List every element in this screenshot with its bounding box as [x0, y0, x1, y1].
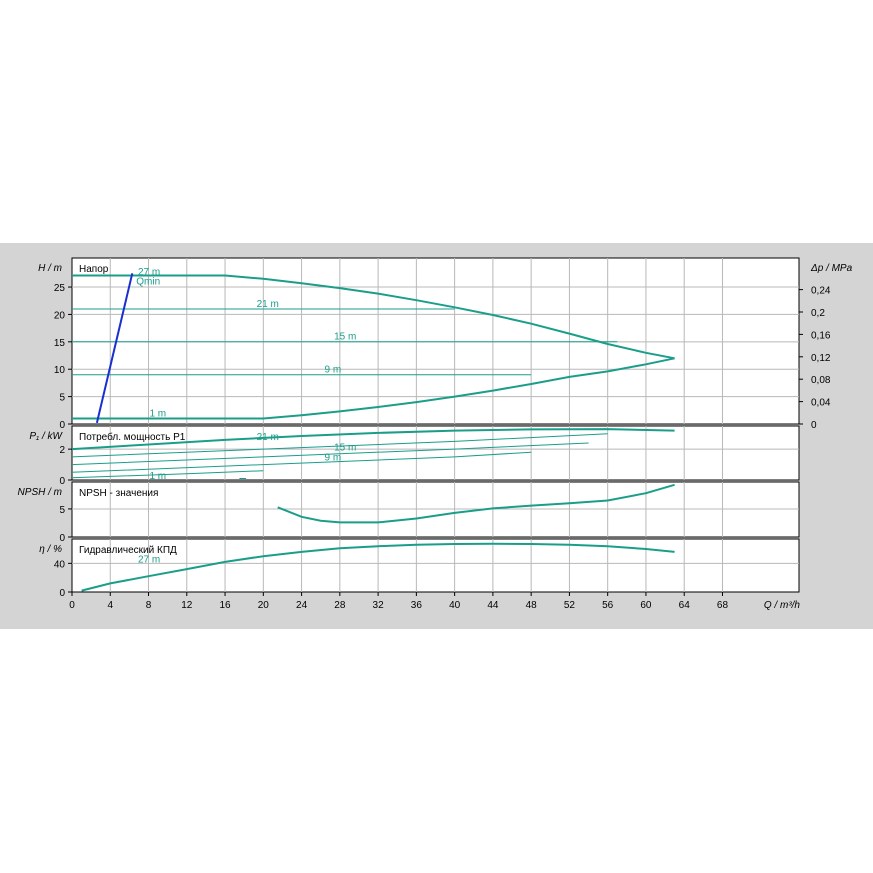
y-axis-label: P₁ / kW	[29, 431, 63, 442]
series-1-m-power	[71, 470, 264, 479]
series-9-m-power	[71, 451, 532, 473]
x-tick-label: 56	[602, 600, 614, 611]
series-label: 1 m	[149, 471, 166, 482]
x-tick-label: 16	[219, 600, 231, 611]
x-tick-label: 52	[564, 600, 576, 611]
x-tick-label: 68	[717, 600, 729, 611]
series-label: 9 m	[325, 365, 342, 376]
qmin-label: Qmin	[136, 276, 160, 287]
series-label: 27 m	[138, 555, 160, 566]
series-15-m-power	[71, 442, 589, 466]
y-right-tick-label: 0,08	[811, 375, 831, 386]
series-27-m-power	[71, 428, 675, 451]
x-axis-label: Q / m³/h	[764, 600, 801, 611]
panel-title: Напор	[79, 264, 109, 275]
panel-title: Гидравлический КПД	[79, 545, 177, 556]
series-label: 9 m	[325, 453, 342, 464]
y-tick-label: 5	[59, 393, 65, 404]
series-label: 1 m	[149, 408, 166, 419]
x-tick-label: 28	[334, 600, 346, 611]
y-tick-label: 0	[59, 588, 65, 599]
y-right-axis-label: Δp / MPa	[810, 263, 853, 274]
y-right-tick-label: 0,12	[811, 353, 831, 364]
y-tick-label: 0	[59, 533, 65, 544]
y-tick-label: 10	[54, 365, 66, 376]
x-tick-label: 60	[640, 600, 652, 611]
y-tick-label: 2	[59, 445, 65, 456]
series-label: 15 m	[334, 443, 356, 454]
series-label: 21 m	[257, 299, 279, 310]
y-tick-label: 0	[59, 420, 65, 431]
y-right-tick-label: 0,24	[811, 286, 831, 297]
y-right-tick-label: 0,16	[811, 330, 831, 341]
y-tick-label: 20	[54, 310, 66, 321]
series-npsh-npsh	[277, 483, 675, 524]
y-tick-label: 5	[59, 505, 65, 516]
panel-power	[71, 425, 800, 481]
y-right-tick-label: 0,2	[811, 308, 825, 319]
y-tick-label: 0	[59, 476, 65, 487]
y-tick-label: 25	[54, 283, 66, 294]
x-tick-label: 32	[373, 600, 385, 611]
y-axis-label: η / %	[39, 544, 62, 555]
x-tick-label: 20	[258, 600, 270, 611]
series-27-m-efficiency	[81, 542, 675, 592]
x-tick-label: 44	[487, 600, 499, 611]
series-label: 27 m	[138, 267, 160, 278]
panel-title: Потребл. мощность P1	[79, 431, 186, 443]
y-right-tick-label: 0	[811, 420, 817, 431]
series-1-m-head	[72, 357, 675, 420]
x-tick-label: 4	[107, 600, 113, 611]
panel-title: NPSH - значения	[79, 488, 158, 499]
y-right-tick-label: 0,04	[811, 398, 831, 409]
x-tick-label: 48	[526, 600, 538, 611]
x-tick-label: 0	[69, 600, 75, 611]
y-tick-label: 40	[54, 559, 66, 570]
x-tick-label: 8	[146, 600, 152, 611]
y-axis-label: NPSH / m	[18, 487, 62, 498]
series-label: 21 m	[257, 432, 279, 443]
x-tick-label: 64	[679, 600, 691, 611]
y-axis-label: H / m	[38, 263, 62, 274]
panel-npsh	[71, 481, 800, 538]
x-tick-label: 12	[181, 600, 193, 611]
y-tick-label: 15	[54, 338, 66, 349]
x-tick-label: 36	[411, 600, 423, 611]
x-tick-label: 40	[449, 600, 461, 611]
panel-efficiency	[71, 538, 800, 593]
chart-frame: 0 5 10 15 20 25 H / m Напор 0 0,04 0,08 0,12 0,16 0,2…	[0, 243, 873, 629]
series-qmin-head	[95, 273, 134, 424]
x-tick-label: 24	[296, 600, 308, 611]
series-27-m-head	[72, 274, 675, 360]
series-label: 15 m	[334, 332, 356, 343]
series-21-m-power	[71, 433, 608, 458]
